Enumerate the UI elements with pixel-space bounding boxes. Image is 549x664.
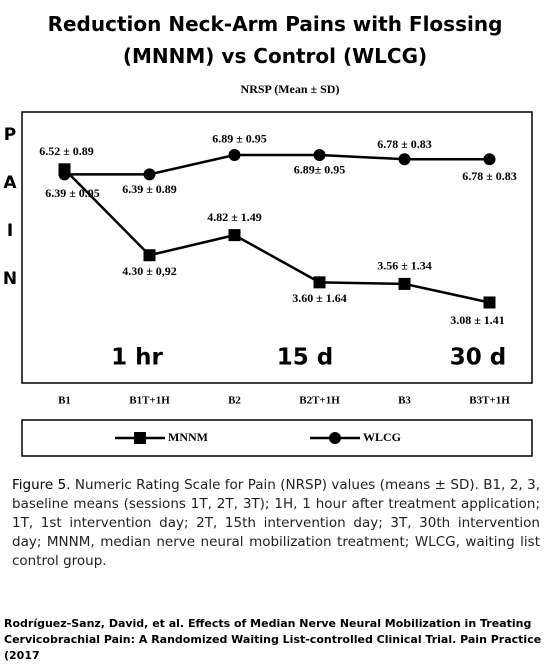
data-label: 6.89± 0.95 [294,163,346,177]
data-label: 6.39 ± 0.89 [122,182,177,196]
legend-frame [21,419,533,457]
x-tick-label: B3T+1H [469,395,510,407]
data-label: 3.56 ± 1.34 [377,259,432,273]
data-label: 6.39 ± 0.95 [45,186,100,200]
legend-label: MNNM [168,430,208,444]
marker [313,276,326,289]
plot-frame [21,111,533,384]
legend-marker [329,432,341,444]
marker [58,168,71,181]
legend-label: WLCG [363,430,401,444]
data-label: 4.82 ± 1.49 [207,210,262,224]
marker [398,153,411,166]
series-line [63,168,490,304]
marker [143,249,156,262]
marker [313,148,326,161]
data-label: 3.60 ± 1.64 [292,291,347,305]
data-label: 4.30 ± 0,92 [122,264,177,278]
marker [483,296,496,309]
chart-title: Reduction Neck-Arm Pains with Flossing (… [47,12,503,68]
data-label: 6.52 ± 0.89 [39,144,94,158]
chart-subtitle: NRSP (Mean ± SD) [241,82,340,96]
x-tick-label: B1T+1H [129,395,170,407]
data-label: 6.89 ± 0.95 [212,132,267,146]
x-tick-label: B2T+1H [299,395,340,407]
legend-marker [134,432,146,444]
annotation: 15 d [277,345,333,371]
x-tick-label: B2 [228,395,241,407]
marker [228,229,241,242]
marker [228,148,241,161]
x-tick-label: B3 [398,395,411,407]
citation: Rodríguez-Sanz, David, et al. Effects of… [4,617,542,662]
annotation: 1 hr [111,345,163,371]
marker [143,168,156,181]
data-label: 6.78 ± 0.83 [462,169,517,183]
chart: NRSP (Mean ± SD) P A I N 1 hr 15 d 30 d B1 B1T+1… [3,82,533,457]
annotation: A [3,173,17,193]
annotation: 30 d [450,345,506,371]
data-label: 3.08 ± 1.41 [450,313,505,327]
caption-label: Figure 5. [12,477,71,493]
caption: Figure 5. Numeric Rating Scale for Pain … [12,476,540,571]
caption-text: Numeric Rating Scale for Pain (NRSP) val… [12,477,540,569]
annotation: P [4,125,16,145]
x-tick-label: B1 [58,395,71,407]
annotation: N [3,269,17,289]
annotation: I [7,221,13,241]
data-label: 6.78 ± 0.83 [377,137,432,151]
marker [398,277,411,290]
marker [483,153,496,166]
series-line [64,153,490,176]
